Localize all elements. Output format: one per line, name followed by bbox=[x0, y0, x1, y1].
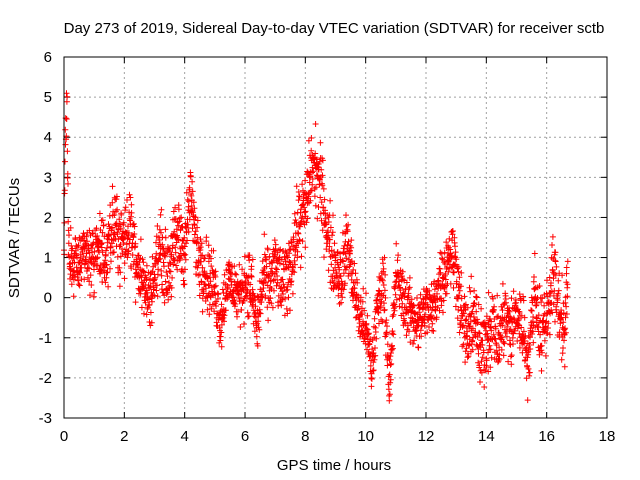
x-tick-label: 2 bbox=[120, 428, 128, 445]
y-tick-label: -1 bbox=[39, 330, 52, 347]
y-tick-label: -3 bbox=[39, 410, 52, 427]
y-tick-label: 6 bbox=[44, 49, 52, 66]
chart-title: Day 273 of 2019, Sidereal Day-to-day VTE… bbox=[64, 20, 605, 37]
y-tick-label: -2 bbox=[39, 370, 52, 387]
x-tick-label: 0 bbox=[60, 428, 68, 445]
x-tick-label: 4 bbox=[180, 428, 188, 445]
x-tick-label: 16 bbox=[538, 428, 555, 445]
x-tick-label: 8 bbox=[301, 428, 309, 445]
plot-frame bbox=[63, 56, 608, 419]
y-tick-label: 5 bbox=[44, 89, 52, 106]
y-tick-label: 2 bbox=[44, 209, 52, 226]
y-tick-label: 0 bbox=[44, 290, 52, 307]
y-tick-label: 4 bbox=[44, 129, 52, 146]
x-tick-label: 10 bbox=[357, 428, 374, 445]
y-axis-label: SDTVAR / TECUs bbox=[6, 178, 23, 298]
y-tick-label: 3 bbox=[44, 169, 52, 186]
x-tick-label: 14 bbox=[478, 428, 495, 445]
x-axis-label: GPS time / hours bbox=[277, 457, 391, 474]
x-tick-label: 18 bbox=[599, 428, 616, 445]
x-tick-label: 6 bbox=[241, 428, 249, 445]
y-tick-label: 1 bbox=[44, 250, 52, 267]
x-tick-label: 12 bbox=[418, 428, 435, 445]
